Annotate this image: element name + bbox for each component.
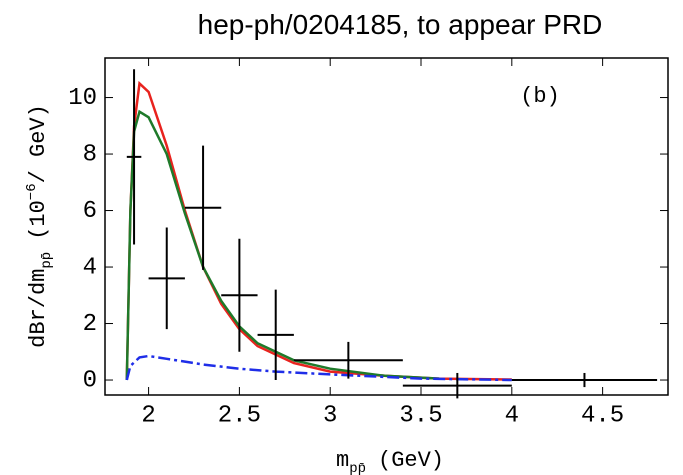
y-tick-label: 10 xyxy=(68,85,97,112)
y-label-pre: (10 xyxy=(26,200,51,240)
x-label-unit: (GeV) xyxy=(378,448,444,473)
y-label-unit: / GeV) xyxy=(26,104,51,183)
y-label-sub: pp̄ xyxy=(39,252,55,269)
y-tick-label: 2 xyxy=(83,311,97,338)
x-axis-label: mpp̄ (GeV) xyxy=(336,448,444,475)
x-tick-label: 3 xyxy=(323,402,337,429)
curve xyxy=(125,80,512,381)
curve xyxy=(125,109,440,381)
x-tick-label: 3.5 xyxy=(399,402,442,429)
y-tick-label: 8 xyxy=(83,141,97,168)
y-axis-label: dBr/dmpp̄ (10−6/ GeV) xyxy=(24,104,55,348)
annotation: (b) xyxy=(520,84,560,109)
x-label-main: m xyxy=(336,448,349,473)
x-tick-label: 2 xyxy=(141,402,155,429)
y-tick-label: 4 xyxy=(83,254,97,281)
y-tick-label: 0 xyxy=(83,367,97,394)
x-tick-label: 4 xyxy=(505,402,519,429)
chart-title: hep-ph/0204185, to appear PRD xyxy=(198,9,603,40)
x-label-sub: pp̄ xyxy=(349,461,366,475)
plot-frame xyxy=(104,57,669,396)
y-label-sup: −6 xyxy=(24,183,40,200)
x-tick-label: 2.5 xyxy=(218,402,261,429)
y-label-main: dBr/dm xyxy=(26,269,51,348)
y-tick-label: 6 xyxy=(83,198,97,225)
x-tick-label: 4.5 xyxy=(581,402,624,429)
